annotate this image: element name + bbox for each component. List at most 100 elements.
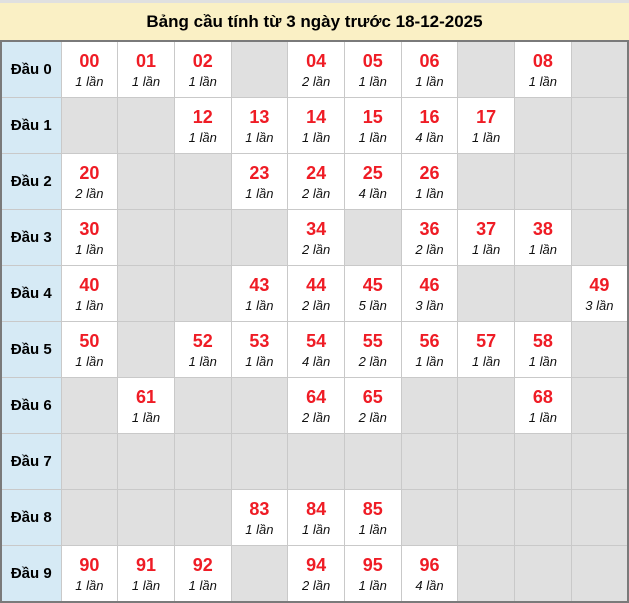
occurrence-count: 2 lần (358, 354, 387, 370)
pair-number: 90 (79, 554, 100, 575)
empty-cell (457, 40, 515, 98)
empty-cell (343, 433, 402, 490)
occurrence-count: 1 lần (131, 578, 161, 594)
empty-cell (173, 209, 232, 266)
number-cell-17: 17 1 lần (457, 97, 515, 154)
number-cell-20: 20 2 lần (60, 153, 119, 210)
number-cell-53: 53 1 lần (230, 321, 289, 378)
number-cell-15: 15 1 lần (343, 97, 402, 154)
pair-number: 43 (249, 274, 270, 295)
empty-cell (230, 377, 289, 434)
number-cell-85: 85 1 lần (343, 489, 402, 546)
occurrence-count: 1 lần (528, 410, 557, 426)
pair-number: 06 (419, 50, 440, 71)
empty-cell (230, 40, 289, 98)
occurrence-count: 2 lần (301, 186, 331, 202)
pair-number: 30 (79, 218, 100, 239)
pair-number: 26 (419, 162, 440, 183)
number-cell-55: 55 2 lần (343, 321, 402, 378)
occurrence-count: 5 lần (358, 298, 387, 314)
occurrence-count: 4 lần (358, 186, 387, 202)
empty-cell (230, 433, 289, 490)
empty-cell (60, 433, 119, 490)
occurrence-count: 1 lần (528, 242, 557, 258)
number-cell-04: 04 2 lần (287, 40, 345, 98)
number-cell-50: 50 1 lần (60, 321, 119, 378)
pair-number: 49 (589, 274, 610, 295)
occurrence-count: 1 lần (75, 242, 104, 258)
occurrence-count: 1 lần (245, 130, 274, 146)
empty-cell (230, 209, 289, 266)
pair-number: 65 (362, 386, 383, 407)
table-row: Đầu 6 61 1 lần 64 2 lần 65 2 lần 68 1 lần (0, 377, 629, 434)
occurrence-count: 1 lần (188, 74, 217, 90)
occurrence-count: 1 lần (415, 74, 444, 90)
pair-number: 84 (306, 498, 327, 519)
occurrence-count: 1 lần (75, 578, 104, 594)
empty-cell (457, 377, 515, 434)
row-header: Đầu 2 (0, 153, 62, 210)
occurrence-count: 2 lần (415, 242, 444, 258)
row-header: Đầu 4 (0, 265, 62, 322)
number-cell-38: 38 1 lần (514, 209, 572, 266)
pair-number: 46 (419, 274, 440, 295)
occurrence-count: 1 lần (472, 130, 501, 146)
occurrence-count: 1 lần (358, 130, 387, 146)
pair-number: 53 (249, 330, 270, 351)
empty-cell (173, 377, 232, 434)
occurrence-count: 1 lần (415, 354, 444, 370)
empty-cell (570, 153, 629, 210)
table-row: Đầu 2 20 2 lần 23 1 lần 24 2 lần 25 4 lần 26 1 lần (0, 153, 629, 210)
number-cell-52: 52 1 lần (173, 321, 232, 378)
row-header: Đầu 8 (0, 489, 62, 546)
row-header: Đầu 9 (0, 545, 62, 603)
empty-cell (400, 433, 459, 490)
occurrence-count: 1 lần (188, 354, 217, 370)
number-cell-45: 45 5 lần (343, 265, 402, 322)
pair-number: 04 (306, 50, 327, 71)
empty-cell (514, 433, 572, 490)
row-header: Đầu 3 (0, 209, 62, 266)
pair-number: 45 (362, 274, 383, 295)
table-title-bar: Bảng cầu tính từ 3 ngày trước 18-12-2025 (0, 3, 629, 40)
occurrence-count: 1 lần (301, 522, 331, 538)
empty-cell (117, 153, 175, 210)
table-row: Đầu 1 12 1 lần 13 1 lần 14 1 lần 15 1 lần 16 4 lần… (0, 97, 629, 154)
occurrence-count: 1 lần (528, 354, 557, 370)
occurrence-count: 1 lần (358, 578, 387, 594)
pair-number: 52 (192, 330, 213, 351)
number-cell-37: 37 1 lần (457, 209, 515, 266)
empty-cell (117, 433, 175, 490)
occurrence-count: 4 lần (415, 130, 444, 146)
occurrence-count: 1 lần (131, 410, 161, 426)
pair-number: 54 (306, 330, 327, 351)
table-row: Đầu 8 83 1 lần 84 1 lần 85 1 lần (0, 489, 629, 546)
pair-number: 40 (79, 274, 100, 295)
occurrence-count: 2 lần (301, 242, 331, 258)
pair-number: 00 (79, 50, 100, 71)
pair-number: 12 (192, 106, 213, 127)
table-row: Đầu 4 40 1 lần 43 1 lần 44 2 lần 45 5 lần 46 3 lần… (0, 265, 629, 322)
page: { "title": "Bảng cầu tính từ 3 ngày trướ… (0, 3, 629, 603)
occurrence-count: 1 lần (188, 578, 217, 594)
number-cell-05: 05 1 lần (343, 40, 402, 98)
row-header: Đầu 0 (0, 40, 62, 98)
number-cell-23: 23 1 lần (230, 153, 289, 210)
number-cell-44: 44 2 lần (287, 265, 345, 322)
occurrence-count: 4 lần (301, 354, 331, 370)
pair-number: 34 (306, 218, 327, 239)
empty-cell (343, 209, 402, 266)
pair-number: 96 (419, 554, 440, 575)
pair-number: 17 (476, 106, 497, 127)
number-cell-08: 08 1 lần (514, 40, 572, 98)
empty-cell (570, 40, 629, 98)
pair-number: 68 (532, 386, 553, 407)
empty-cell (117, 265, 175, 322)
pair-number: 92 (192, 554, 213, 575)
occurrence-count: 1 lần (472, 354, 501, 370)
number-cell-64: 64 2 lần (287, 377, 345, 434)
pair-number: 36 (419, 218, 440, 239)
table-row: Đầu 0 00 1 lần 01 1 lần 02 1 lần 04 2 lần 05 1 lần… (0, 40, 629, 98)
occurrence-count: 3 lần (585, 298, 614, 314)
number-cell-61: 61 1 lần (117, 377, 175, 434)
